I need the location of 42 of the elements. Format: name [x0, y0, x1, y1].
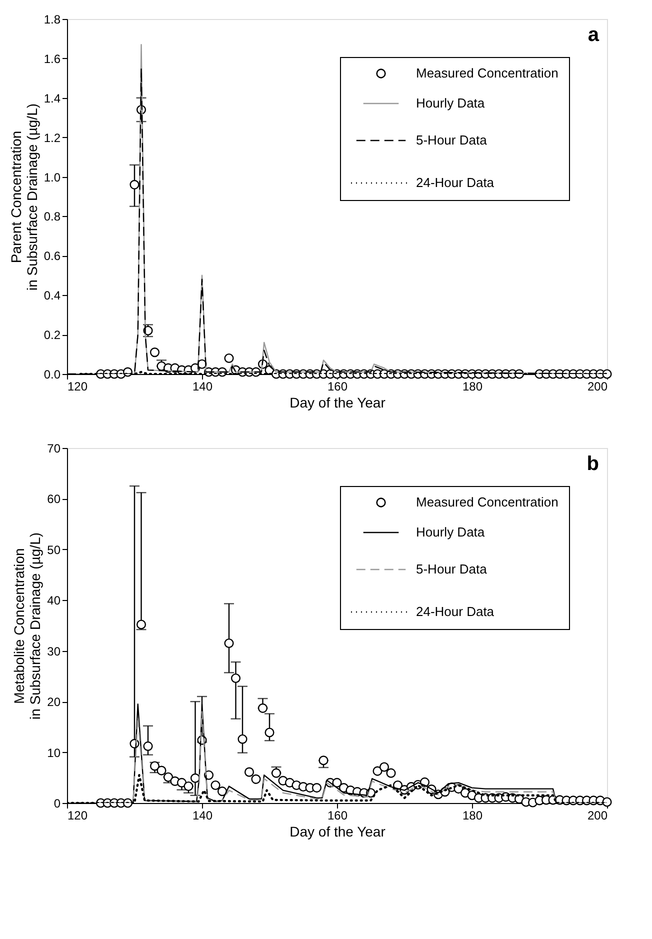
legend-label: 24-Hour Data — [416, 175, 495, 190]
x-tick-label: 200 — [587, 380, 608, 394]
x-tick-label: 180 — [462, 380, 483, 394]
y-tick-label: 60 — [47, 492, 61, 506]
y-axis-title: Metabolite Concentration in Subsurface Drainage (µg/L) — [11, 532, 44, 720]
y-tick-label: 1.0 — [44, 170, 61, 184]
legend-label: Hourly Data — [416, 524, 486, 540]
legend-label: 5-Hour Data — [416, 132, 488, 148]
y-tick-label: 0.4 — [44, 288, 61, 303]
x-tick-label: 120 — [68, 380, 88, 394]
legend-label: 24-Hour Data — [416, 604, 495, 619]
x-tick-label: 180 — [462, 808, 483, 822]
x-tick-label: 140 — [192, 808, 213, 822]
y-tick-label: 0 — [54, 796, 61, 810]
legend-label: Hourly Data — [416, 96, 486, 110]
y-axis-title: Parent Concentration in Subsurface Drainage (µg/L) — [8, 103, 40, 291]
y-tick-label: 1.8 — [44, 12, 61, 26]
y-tick-label: 70 — [47, 442, 61, 456]
legend-label: 5-Hour Data — [416, 562, 488, 576]
y-tick-label: 0.8 — [44, 210, 61, 224]
y-tick-label: 1.2 — [44, 130, 61, 145]
x-tick-label: 120 — [68, 808, 88, 822]
legend-label: Measured Concentration — [416, 494, 558, 510]
y-tick-label: 40 — [47, 594, 61, 608]
y-tick-label: 1.6 — [44, 52, 61, 66]
annotation: a — [588, 24, 600, 46]
y-tick-label: 10 — [47, 746, 61, 760]
y-tick-label: 1.4 — [44, 91, 61, 106]
y-tick-label: 30 — [47, 644, 61, 658]
y-tick-label: 0.2 — [44, 328, 61, 342]
annotation: b — [586, 453, 599, 475]
x-tick-label: 160 — [327, 380, 348, 394]
y-tick-label: 20 — [47, 695, 61, 710]
x-axis-title: Day of the Year — [290, 394, 386, 410]
y-tick-label: 0.0 — [44, 368, 61, 382]
x-tick-label: 160 — [327, 808, 348, 822]
x-axis-title: Day of the Year — [290, 824, 386, 840]
x-tick-label: 200 — [587, 808, 608, 822]
legend-label: Measured Concentration — [416, 66, 558, 80]
x-tick-label: 140 — [192, 380, 213, 394]
y-tick-label: 0.6 — [44, 249, 61, 264]
y-tick-label: 50 — [47, 542, 61, 557]
